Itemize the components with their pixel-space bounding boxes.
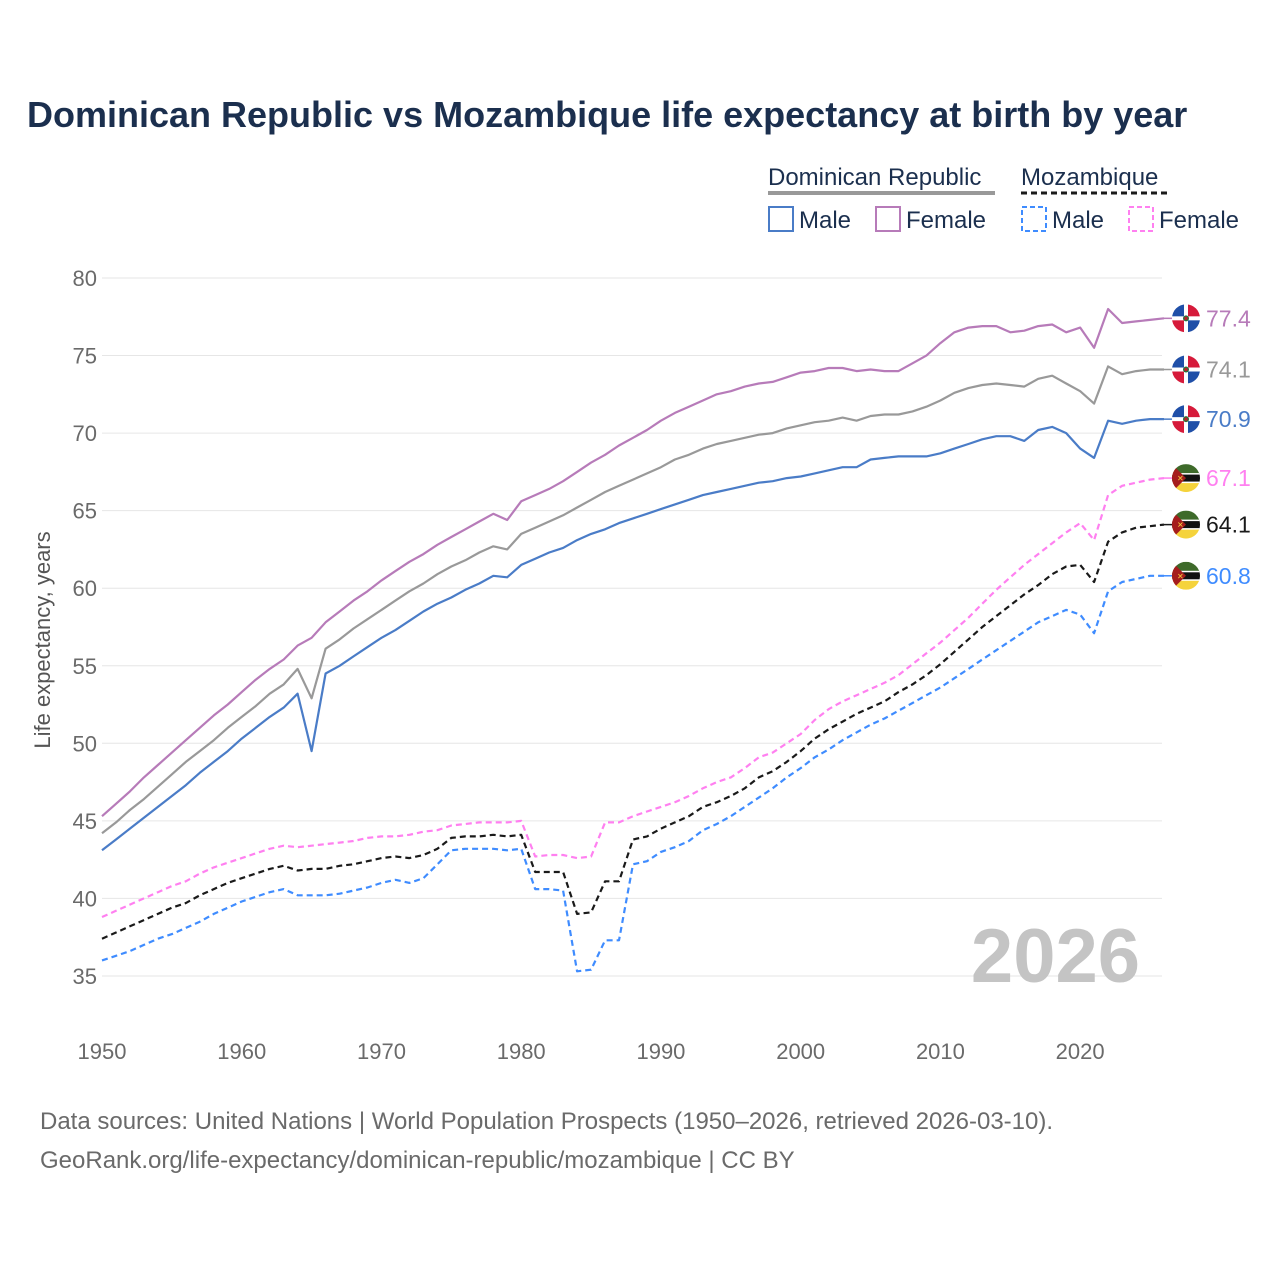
svg-text:✕: ✕ (1177, 521, 1184, 530)
x-tick-label: 1980 (497, 1039, 546, 1064)
legend-item-label: Female (1159, 207, 1239, 234)
end-value-label: 60.8 (1206, 563, 1251, 589)
end-value-label: 74.1 (1206, 357, 1251, 383)
x-tick-label: 1990 (636, 1039, 685, 1064)
legend-item-label: Male (1052, 207, 1104, 234)
end-value-label: 64.1 (1206, 512, 1251, 538)
dominican-republic-flag-icon (1172, 304, 1200, 333)
y-tick-label: 45 (73, 809, 97, 834)
y-tick-label: 35 (73, 964, 97, 989)
mozambique-flag-icon: ✕ (1172, 510, 1200, 539)
legend-swatch (768, 206, 794, 232)
dominican-republic-flag-icon (1172, 355, 1200, 384)
x-tick-label: 2020 (1056, 1039, 1105, 1064)
series-line (101, 418, 1164, 852)
legend-swatch (1021, 206, 1047, 232)
series-line (101, 523, 1165, 940)
y-tick-label: 65 (73, 499, 97, 524)
legend-item-label: Male (799, 207, 851, 234)
source-url[interactable]: GeoRank.org/life-expectancy/dominican-re… (40, 1147, 795, 1174)
y-axis-label: Life expectancy, years (30, 531, 55, 748)
x-tick-label: 1970 (357, 1039, 406, 1064)
mozambique-flag-icon: ✕ (1172, 464, 1200, 493)
y-tick-label: 70 (73, 421, 97, 446)
y-tick-label: 55 (73, 654, 97, 679)
y-tick-label: 80 (73, 266, 97, 291)
series-line (101, 365, 1164, 835)
legend-group-title: Mozambique (1021, 164, 1158, 191)
x-tick-label: 2000 (776, 1039, 825, 1064)
end-value-label: 77.4 (1206, 305, 1251, 331)
y-tick-label: 40 (73, 886, 97, 911)
data-source-note: Data sources: United Nations | World Pop… (40, 1108, 1054, 1135)
dominican-republic-flag-icon (1172, 405, 1200, 434)
series-line (101, 574, 1164, 973)
legend-swatch (1128, 206, 1154, 232)
end-value-label: 70.9 (1206, 406, 1251, 432)
y-tick-label: 50 (73, 731, 97, 756)
svg-text:✕: ✕ (1177, 572, 1184, 581)
x-tick-label: 1950 (78, 1039, 127, 1064)
legend-swatch (875, 206, 901, 232)
legend-group-title: Dominican Republic (768, 164, 981, 191)
y-tick-label: 75 (73, 344, 97, 369)
y-tick-label: 60 (73, 576, 97, 601)
x-tick-label: 1960 (217, 1039, 266, 1064)
mozambique-flag-icon: ✕ (1172, 561, 1200, 590)
legend-item-label: Female (906, 207, 986, 234)
svg-text:✕: ✕ (1177, 474, 1184, 483)
year-watermark: 2026 (971, 914, 1140, 999)
series-line (101, 477, 1165, 919)
chart-title: Dominican Republic vs Mozambique life ex… (27, 94, 1188, 135)
end-value-label: 67.1 (1206, 465, 1251, 491)
x-tick-label: 2010 (916, 1039, 965, 1064)
series-line (101, 307, 1165, 818)
